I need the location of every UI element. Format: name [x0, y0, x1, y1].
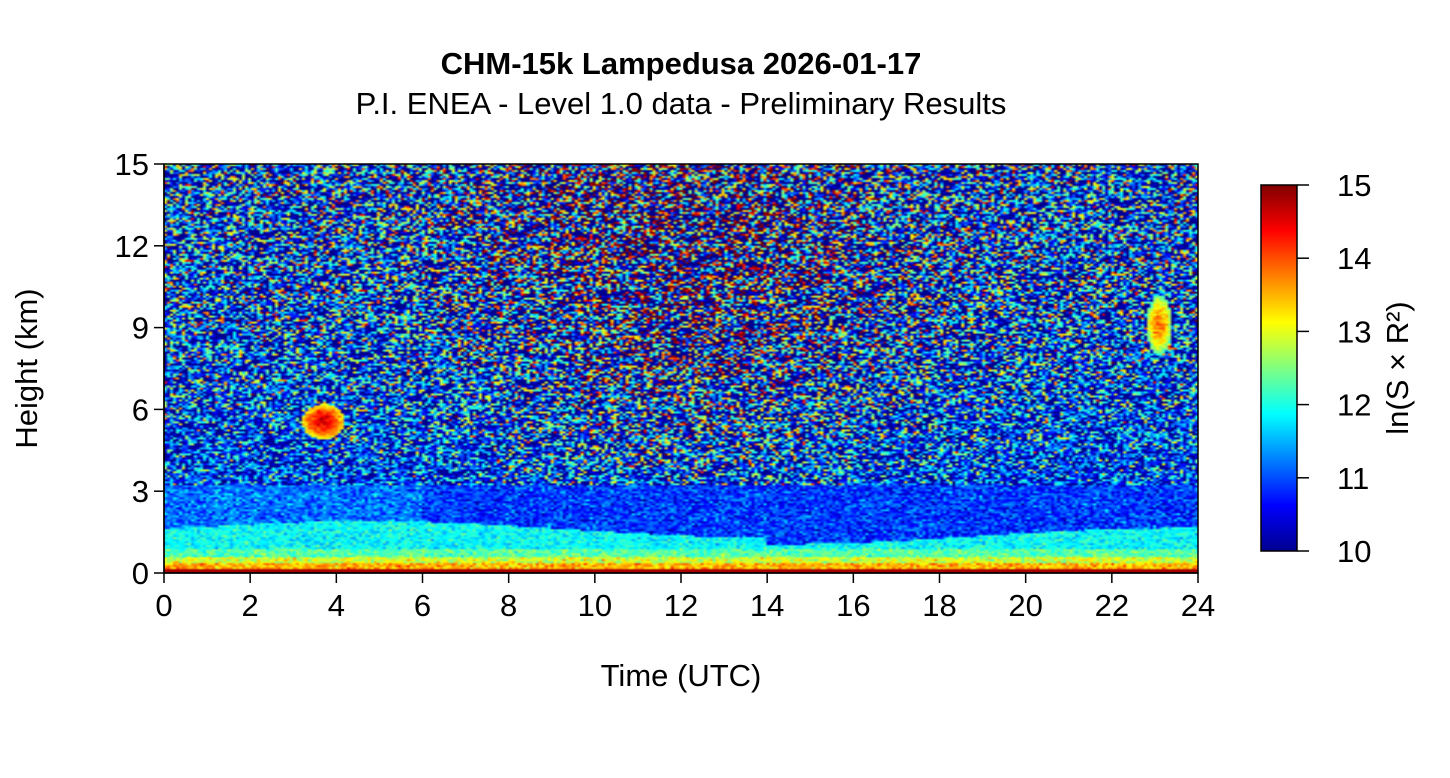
x-tick-label: 2 — [242, 588, 259, 623]
colorbar-tick-label: 13 — [1337, 314, 1371, 349]
x-axis: 0 2 4 6 8 10 12 14 16 18 20 22 24 — [155, 572, 1215, 623]
colorbar-tick-label: 14 — [1337, 241, 1371, 276]
colorbar-tick-label: 12 — [1337, 388, 1371, 423]
x-tick-label: 24 — [1181, 588, 1215, 623]
x-tick-label: 22 — [1095, 588, 1129, 623]
colorbar-tick-label: 15 — [1337, 168, 1371, 203]
y-tick-label: 6 — [132, 392, 149, 427]
x-tick-label: 16 — [836, 588, 870, 623]
x-tick-label: 8 — [500, 588, 517, 623]
x-tick-label: 0 — [155, 588, 172, 623]
plot-area — [163, 163, 1199, 574]
y-tick-label: 15 — [115, 147, 149, 182]
heatmap-image — [164, 164, 1198, 573]
x-tick-label: 4 — [328, 588, 345, 623]
x-tick-label: 10 — [578, 588, 612, 623]
y-tick-label: 0 — [132, 556, 149, 591]
colorbar: 10 11 12 13 14 15 ln(S × R²) — [1260, 168, 1415, 569]
x-tick-label: 14 — [750, 588, 784, 623]
x-tick-label: 6 — [414, 588, 431, 623]
y-tick-label: 12 — [115, 229, 149, 264]
colorbar-tick-label: 10 — [1337, 534, 1371, 569]
colorbar-label: ln(S × R²) — [1380, 301, 1415, 435]
colorbar-tick-label: 11 — [1337, 461, 1369, 496]
x-tick-label: 20 — [1008, 588, 1042, 623]
y-axis: 0 3 6 9 12 15 — [115, 147, 165, 591]
y-tick-label: 9 — [132, 311, 149, 346]
y-tick-label: 3 — [132, 474, 149, 509]
x-tick-label: 18 — [922, 588, 956, 623]
x-axis-label: Time (UTC) — [601, 658, 762, 693]
y-axis-label: Height (km) — [9, 288, 44, 448]
colorbar-ticks: 10 11 12 13 14 15 — [1297, 168, 1371, 569]
chart-subtitle: P.I. ENEA - Level 1.0 data - Preliminary… — [355, 86, 1007, 121]
x-tick-label: 12 — [664, 588, 698, 623]
chart-title: CHM-15k Lampedusa 2026-01-17 — [440, 46, 922, 81]
colorbar-gradient — [1260, 184, 1298, 552]
